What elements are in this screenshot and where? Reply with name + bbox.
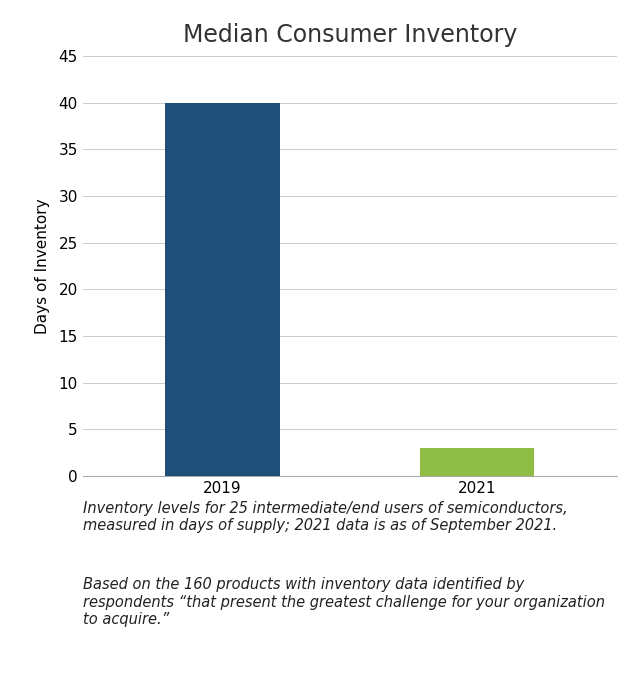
Bar: [165, 103, 280, 476]
Y-axis label: Days of Inventory: Days of Inventory: [35, 198, 50, 334]
Text: Inventory levels for 25 intermediate/end users of semiconductors,
measured in da: Inventory levels for 25 intermediate/end…: [83, 500, 567, 533]
Title: Median Consumer Inventory: Median Consumer Inventory: [183, 23, 517, 47]
Bar: [420, 448, 534, 476]
Text: Based on the 160 products with inventory data identified by
respondents “that pr: Based on the 160 products with inventory…: [83, 578, 605, 627]
